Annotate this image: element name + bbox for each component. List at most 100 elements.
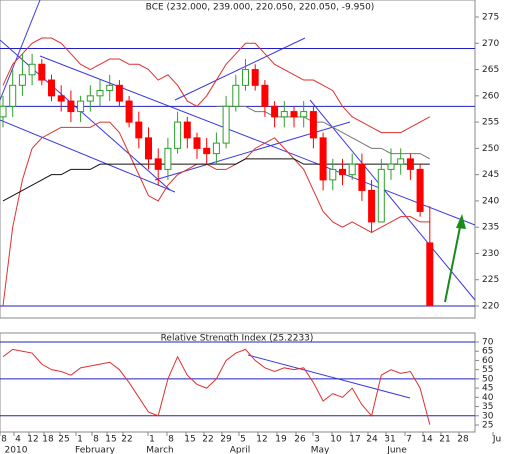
candle-body bbox=[358, 163, 366, 191]
x-tick-label: 3 bbox=[314, 435, 320, 445]
candle-body bbox=[115, 84, 123, 102]
candle-body bbox=[212, 142, 220, 155]
candle-body bbox=[183, 121, 191, 139]
y-tick-label: 275 bbox=[482, 13, 499, 23]
rsi-line bbox=[2, 348, 431, 425]
candle-body bbox=[368, 189, 376, 223]
y-tick-label: 265 bbox=[482, 65, 499, 75]
candle-body bbox=[77, 100, 85, 113]
x-tick-label: 29 bbox=[220, 435, 232, 445]
x-tick-label: Ju bbox=[492, 435, 501, 445]
month-label: June bbox=[386, 446, 407, 454]
y-tick-label: 240 bbox=[482, 196, 499, 206]
candle-body bbox=[203, 147, 211, 155]
candle-body bbox=[232, 84, 240, 107]
rsi-panel bbox=[0, 332, 476, 433]
candle-body bbox=[300, 111, 308, 118]
arrow-head bbox=[456, 214, 466, 229]
candle-body bbox=[261, 84, 269, 107]
trendline bbox=[247, 354, 411, 399]
x-tick-label: 4 bbox=[15, 435, 21, 445]
x-tick-label: 7 bbox=[406, 435, 412, 445]
y-tick-label: 235 bbox=[482, 223, 499, 233]
x-tick-label: 18 bbox=[42, 435, 54, 445]
month-label: April bbox=[230, 446, 251, 454]
month-label: March bbox=[146, 446, 173, 454]
candle-body bbox=[86, 95, 94, 102]
x-tick-label: 31 bbox=[384, 435, 395, 445]
candle-body bbox=[67, 100, 75, 113]
candle-body bbox=[426, 242, 434, 307]
y-tick-label: 245 bbox=[482, 170, 499, 180]
indicator-line bbox=[2, 121, 430, 307]
x-tick-label: 1 bbox=[77, 435, 83, 445]
candle-body bbox=[193, 137, 201, 149]
trendline bbox=[0, 119, 176, 193]
y-tick-label: 270 bbox=[482, 39, 499, 49]
x-tick-label: 1 bbox=[149, 435, 155, 445]
x-tick-label: 15 bbox=[184, 435, 195, 445]
y-tick-label: 255 bbox=[482, 118, 499, 128]
indicator-line bbox=[216, 105, 431, 160]
x-tick-label: 5 bbox=[240, 435, 246, 445]
price-panel bbox=[0, 0, 476, 319]
candle-body bbox=[96, 90, 104, 97]
candle-body bbox=[348, 163, 356, 176]
month-label: February bbox=[75, 446, 116, 454]
x-tick-label: 10 bbox=[330, 435, 342, 445]
x-tick-label: 21 bbox=[439, 435, 450, 445]
candle-body bbox=[280, 111, 288, 118]
y-tick-label: 250 bbox=[482, 144, 499, 154]
x-tick-label: 22 bbox=[202, 435, 213, 445]
x-tick-label: 12 bbox=[256, 435, 267, 445]
candle-body bbox=[0, 105, 7, 118]
x-tick-label: 26 bbox=[294, 435, 306, 445]
candle-body bbox=[271, 105, 279, 118]
candle-body bbox=[38, 63, 46, 81]
candle-body bbox=[154, 158, 162, 170]
candle-body bbox=[416, 168, 424, 212]
candle-body bbox=[174, 121, 182, 149]
y-tick-label: 230 bbox=[482, 249, 499, 259]
indicator-line bbox=[2, 37, 431, 134]
rsi-tick-label: 40 bbox=[482, 393, 494, 403]
candle-body bbox=[309, 111, 317, 139]
y-tick-label: 220 bbox=[482, 302, 499, 312]
candle-body bbox=[135, 121, 143, 139]
x-tick-label: 22 bbox=[121, 435, 132, 445]
candle-body bbox=[28, 63, 36, 76]
candle-body bbox=[57, 95, 65, 102]
x-tick-label: 17 bbox=[349, 435, 360, 445]
candle-body bbox=[251, 69, 259, 86]
candle-body bbox=[106, 84, 114, 92]
x-tick-label: 8 bbox=[168, 435, 174, 445]
rsi-tick-label: 30 bbox=[482, 411, 494, 421]
y-tick-label: 225 bbox=[482, 275, 499, 285]
y-tick-label: 260 bbox=[482, 91, 499, 101]
rsi-title: Relative Strength Index (25.2233) bbox=[161, 334, 314, 344]
x-tick-label: 8 bbox=[93, 435, 99, 445]
candle-body bbox=[397, 158, 405, 165]
candle-body bbox=[125, 100, 133, 123]
candle-body bbox=[329, 168, 337, 181]
rsi-tick-label: 55 bbox=[482, 365, 493, 375]
candle-body bbox=[222, 105, 230, 144]
candle-body bbox=[339, 168, 346, 176]
rsi-tick-label: 50 bbox=[482, 374, 494, 384]
candle-body bbox=[145, 137, 152, 160]
rsi-tick-label: 70 bbox=[482, 338, 494, 348]
candle-body bbox=[242, 69, 249, 86]
x-tick-label: 28 bbox=[457, 435, 469, 445]
trendline bbox=[0, 39, 171, 191]
arrow-shaft bbox=[444, 221, 462, 303]
candle-body bbox=[319, 137, 327, 181]
rsi-tick-label: 65 bbox=[482, 347, 493, 357]
x-tick-label: 19 bbox=[275, 435, 287, 445]
x-tick-label: 25 bbox=[58, 435, 69, 445]
candle-body bbox=[48, 79, 55, 97]
trendline bbox=[309, 99, 476, 301]
trendline bbox=[0, 0, 41, 101]
x-tick-label: 14 bbox=[421, 435, 433, 445]
x-tick-label: 8 bbox=[1, 435, 7, 445]
